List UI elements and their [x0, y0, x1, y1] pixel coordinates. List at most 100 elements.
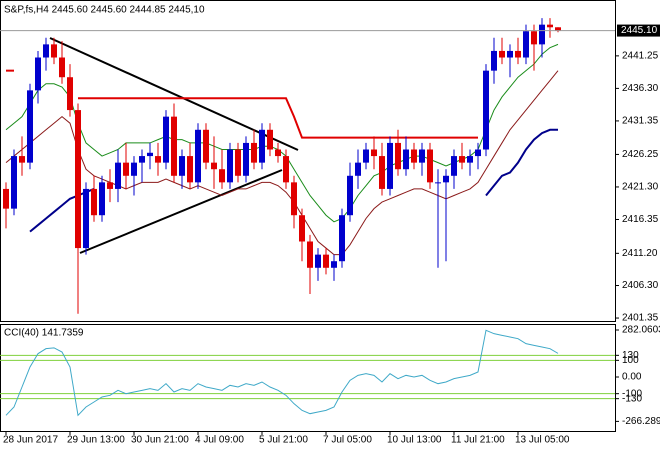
candle-body — [235, 149, 241, 176]
y-tick-label: 2426.25 — [622, 149, 659, 160]
candle-body — [531, 31, 537, 45]
x-tick-label: 7 Jul 05:00 — [323, 435, 372, 446]
y-tick-label: 2431.35 — [622, 116, 659, 127]
candle-body — [555, 27, 561, 31]
candle-body — [467, 156, 473, 163]
candle-body — [243, 142, 249, 176]
x-tick-label: 13 Jul 05:00 — [515, 435, 570, 446]
candle-body — [155, 156, 161, 163]
candle-body — [547, 24, 553, 28]
cci-line — [5, 329, 559, 417]
candle-body — [91, 188, 97, 216]
candle-body — [403, 149, 409, 170]
y-tick-label: 2411.20 — [622, 248, 658, 259]
candle-body — [139, 156, 145, 163]
candle-body — [83, 188, 89, 249]
cci-panel-frame — [0, 324, 616, 432]
x-tick-label: 30 Jun 21:00 — [131, 435, 189, 446]
candle-body — [179, 156, 185, 176]
candle-body — [459, 156, 465, 163]
candle-body — [107, 182, 113, 189]
y-tick-label: 2406.30 — [622, 280, 659, 291]
y-tick-label: 2436.30 — [622, 83, 659, 94]
candle-body — [339, 215, 345, 262]
y-tick-label: 130 — [622, 350, 639, 361]
y-tick-label: -266.2892 — [622, 416, 660, 427]
y-tick-label: 100 — [622, 355, 639, 366]
candle-body — [203, 129, 209, 163]
candle-body — [131, 162, 137, 176]
cci-title: CCI(40) 141.7359 — [4, 328, 84, 339]
candle-body — [75, 110, 81, 249]
candle-body — [67, 77, 73, 111]
candle-body — [291, 182, 297, 216]
indicator-line — [485, 128, 558, 197]
y-tick-label: 0.00 — [622, 372, 642, 383]
candle-body — [123, 162, 129, 176]
candle-body — [299, 215, 305, 242]
candle-body — [371, 149, 377, 157]
candle-body — [43, 44, 49, 58]
trendline — [79, 169, 283, 254]
candle-body — [427, 149, 433, 183]
candle-body — [475, 149, 481, 157]
current-price-label: 2445.10 — [621, 25, 658, 36]
candle-body — [355, 162, 361, 176]
candle-body — [35, 57, 41, 91]
candle-body — [395, 142, 401, 170]
candle-body — [267, 129, 273, 150]
candle-body — [363, 149, 369, 163]
candle-body — [59, 57, 65, 78]
candle-body — [491, 50, 497, 71]
candle-body — [499, 50, 505, 58]
candle-body — [211, 162, 217, 170]
candle-body — [219, 169, 225, 183]
current-price-box — [617, 24, 660, 37]
x-tick-label: 28 Jun 2017 — [3, 435, 58, 446]
chart-title: S&P,fs,H4 2445.60 2445.60 2444.85 2445,1… — [4, 5, 205, 16]
candle-body — [379, 156, 385, 189]
candle-body — [147, 152, 153, 157]
candle-body — [227, 149, 233, 183]
candle-body — [419, 149, 425, 163]
y-tick-label: -130 — [622, 393, 642, 404]
candle-body — [3, 188, 9, 209]
candle-body — [195, 129, 201, 183]
candle-body — [99, 182, 105, 216]
candle-body — [51, 44, 57, 58]
x-tick-label: 11 Jul 21:00 — [451, 435, 505, 446]
candle-body — [435, 182, 441, 184]
x-tick-label: 29 Jun 13:00 — [67, 435, 125, 446]
x-tick-label: 5 Jul 21:00 — [259, 435, 308, 446]
trendline — [49, 37, 299, 151]
candle-body — [451, 156, 457, 176]
y-tick-label: 2441.25 — [622, 51, 659, 62]
candle-body — [11, 156, 17, 209]
y-tick-label: -100 — [622, 388, 642, 399]
y-tick-label: 2401.35 — [622, 313, 659, 324]
candle-body — [283, 156, 289, 183]
candle-body — [443, 175, 449, 183]
candle-body — [171, 116, 177, 176]
candle-body — [251, 142, 257, 163]
candle-body — [483, 70, 489, 150]
candle-body — [275, 149, 281, 157]
candle-body — [523, 31, 529, 58]
indicator-line — [5, 43, 559, 223]
x-tick-label: 4 Jul 09:00 — [195, 435, 244, 446]
candle-body — [331, 261, 337, 268]
main-panel-frame — [0, 0, 616, 322]
candle-body — [515, 50, 521, 58]
candle-body — [19, 156, 25, 163]
candle-body — [27, 90, 33, 163]
candle-body — [539, 24, 545, 45]
candle-body — [411, 149, 417, 163]
candle-body — [507, 50, 513, 58]
y-tick-label: 2421.30 — [622, 182, 659, 193]
candle-body — [315, 254, 321, 268]
candle-body — [163, 116, 169, 163]
x-tick-label: 10 Jul 13:00 — [387, 435, 442, 446]
y-tick-label: 2416.35 — [622, 214, 659, 225]
candle-body — [323, 254, 329, 268]
